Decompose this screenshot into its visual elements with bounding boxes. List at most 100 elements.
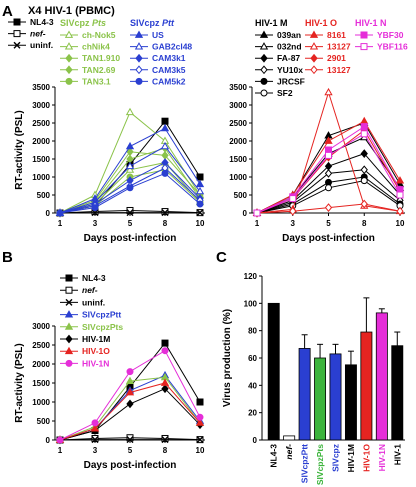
series-13127	[253, 199, 404, 218]
legend-marker	[135, 77, 143, 85]
chart-B: 0 500 1000 1500 2000 2500 3000 1 3 5 8 10 Days post-…	[14, 273, 205, 471]
data-point	[125, 107, 135, 116]
data-point	[195, 179, 205, 188]
panel-label-b: B	[2, 249, 13, 266]
panel-label-a: A	[2, 3, 13, 20]
legend-marker	[360, 31, 368, 39]
y-tick-label: 500	[37, 191, 51, 200]
data-point	[360, 199, 368, 209]
data-point	[161, 347, 169, 355]
bar	[375, 312, 388, 441]
legend-label: CAM3k1	[152, 53, 186, 63]
legend-label: JRCSF	[277, 76, 305, 86]
y-tick-label: 60	[248, 354, 257, 363]
bar	[314, 357, 327, 441]
legend-marker	[65, 286, 73, 294]
category-label: HIV-1O	[361, 444, 371, 472]
legend-label: nef-	[82, 285, 98, 295]
data-point	[324, 169, 333, 178]
legend-marker	[65, 298, 73, 306]
series-hiv1n	[56, 347, 204, 444]
chart-A-left: 0 500 1000 1500 2000 2500 3000 3500 1 3 5 8 10 Days p…	[8, 17, 205, 244]
data-point	[196, 173, 204, 181]
legend-label: HIV-1O	[82, 346, 110, 356]
y-tick-label: 3500	[32, 83, 50, 92]
category-label: SIVcpzPts	[315, 444, 325, 485]
panel-label-c: C	[216, 249, 227, 266]
data-point	[395, 176, 405, 184]
legend-marker	[134, 30, 144, 38]
series-ybf116	[253, 130, 404, 217]
x-tick-label: 10	[196, 219, 205, 228]
legend-marker	[310, 53, 318, 63]
data-point	[56, 436, 64, 444]
legend-heading: HIV-1 M	[255, 18, 288, 28]
legend-marker	[65, 77, 73, 85]
legend-label: SF2	[277, 88, 293, 98]
y-tick-label: 80	[248, 327, 257, 336]
legend-heading-part: SIVcpz	[60, 18, 92, 28]
legend-marker	[134, 42, 144, 50]
data-point	[160, 141, 170, 150]
data-point	[325, 184, 332, 192]
data-point	[91, 209, 99, 217]
y-tick-label: 3500	[229, 83, 247, 92]
y-tick-label: 500	[234, 191, 248, 200]
y-axis-label: Virus production (%)	[222, 309, 233, 407]
legend-marker	[65, 53, 73, 63]
legend-marker	[65, 334, 73, 344]
legend-label: NL4-3	[30, 17, 54, 27]
x-axis-label: Days post-infection	[282, 233, 375, 244]
data-point	[161, 339, 169, 347]
y-tick-label: 2000	[32, 360, 50, 369]
data-point	[289, 195, 297, 203]
data-point	[161, 384, 169, 394]
legend-marker	[64, 322, 74, 330]
legend-heading-part: SIVcpz	[130, 18, 162, 28]
data-point	[195, 418, 205, 426]
x-tick-label: 10	[196, 446, 205, 455]
x-tick-label: 5	[128, 446, 133, 455]
data-point	[196, 413, 204, 421]
x-tick-label: 8	[163, 219, 168, 228]
legend-marker	[260, 65, 268, 75]
y-tick-label: 1000	[32, 398, 50, 407]
y-tick-label: 2000	[32, 137, 50, 146]
legend-marker	[13, 18, 21, 26]
legend-label: chNik4	[82, 42, 110, 52]
data-point	[360, 177, 368, 185]
data-point	[126, 368, 134, 376]
legend-marker	[65, 359, 73, 367]
data-point	[160, 378, 170, 386]
data-point	[360, 123, 368, 131]
data-point	[253, 209, 261, 217]
x-axis-label: Days post-infection	[84, 233, 177, 244]
legend-marker	[360, 43, 368, 51]
category-label: HIV-1	[392, 444, 402, 466]
legend-marker	[65, 65, 73, 75]
x-tick-label: 3	[93, 446, 98, 455]
data-point	[196, 209, 204, 217]
data-point	[195, 186, 205, 195]
data-point	[91, 419, 99, 427]
data-point	[125, 388, 135, 396]
y-tick-label: 1500	[32, 155, 50, 164]
y-tick-label: 500	[37, 417, 51, 426]
category-label: NL4-3	[269, 444, 279, 468]
legend-label: SIVcpzPts	[82, 322, 123, 332]
y-tick-label: 0	[46, 436, 51, 445]
chart-A-right: 0 500 1000 1500 2000 2500 3000 3500 1 3 5 8 10 Days p…	[229, 18, 408, 244]
x-tick-label: 1	[58, 219, 63, 228]
legend-label: uninf.	[82, 297, 105, 307]
y-tick-label: 100	[244, 299, 258, 308]
legend-heading: SIVcpz Ptt	[130, 18, 175, 28]
legend-label: YBF30	[377, 30, 404, 40]
legend-marker	[260, 53, 268, 63]
legend-label: GAB2cl48	[152, 42, 192, 52]
bar	[267, 302, 280, 441]
data-point-b	[91, 209, 99, 217]
x-tick-label: 3	[291, 219, 296, 228]
y-tick-label: 0	[253, 436, 258, 445]
legend-label: FA-87	[277, 53, 300, 63]
legend-label: HIV-1N	[82, 358, 109, 368]
